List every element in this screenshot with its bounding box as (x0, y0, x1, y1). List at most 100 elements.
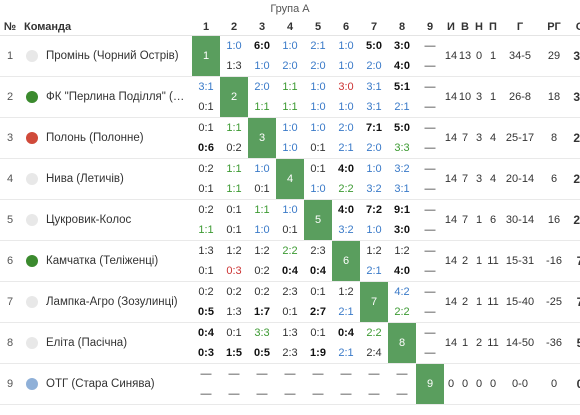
match-score[interactable]: 0:1 (282, 224, 298, 236)
header-col-2[interactable]: 2 (220, 18, 248, 36)
match-score[interactable]: — (312, 368, 324, 380)
match-score[interactable]: 0:4 (282, 265, 298, 277)
header-goals[interactable]: Г (500, 18, 540, 36)
match-result-cell[interactable]: 7:2 1:0 (360, 199, 388, 241)
table-row[interactable]: 3 Полонь (Полонне) 0:1 0:6 1:1 0:2 3 1:0 1:0 1:0 0… (0, 117, 580, 159)
match-score[interactable]: 1:5 (226, 347, 242, 359)
team-name[interactable]: Еліта (Пасічна) (44, 322, 192, 364)
match-score[interactable]: 0:1 (226, 204, 242, 216)
match-result-cell[interactable]: 3:1 3:1 (360, 76, 388, 118)
match-score[interactable]: 4:0 (338, 163, 354, 175)
match-score[interactable]: — (340, 388, 352, 400)
match-result-cell[interactable]: 3:3 0:5 (248, 322, 276, 364)
match-score[interactable]: — (200, 368, 212, 380)
match-score[interactable]: 2:2 (366, 327, 382, 339)
match-score[interactable]: 0:2 (226, 286, 242, 298)
match-result-cell[interactable]: 9:1 3:0 (388, 199, 416, 241)
match-result-cell[interactable]: 1:0 1:0 (332, 35, 360, 77)
match-score[interactable]: 1:1 (254, 101, 270, 113)
match-score[interactable]: 0:4 (338, 327, 354, 339)
match-result-cell[interactable]: 3:0 4:0 (388, 35, 416, 77)
match-result-cell[interactable]: 1:1 0:2 (220, 117, 248, 159)
match-score[interactable]: 7:1 (366, 122, 382, 134)
match-score[interactable]: 7:2 (366, 204, 382, 216)
match-score[interactable]: — (424, 306, 436, 318)
team-name[interactable]: ОТГ (Стара Синява) (44, 363, 192, 405)
match-score[interactable]: 2:1 (310, 40, 326, 52)
match-score[interactable]: 0:1 (226, 327, 242, 339)
match-score[interactable]: 0:1 (198, 265, 214, 277)
match-score[interactable]: 0:1 (226, 224, 242, 236)
match-result-cell[interactable]: 6:0 1:0 (248, 35, 276, 77)
match-score[interactable]: 0:1 (198, 101, 214, 113)
match-score[interactable]: 1:0 (338, 101, 354, 113)
match-score[interactable]: — (284, 388, 296, 400)
match-score[interactable]: 2:1 (338, 306, 354, 318)
match-result-cell[interactable]: 4:0 2:2 (332, 158, 360, 200)
match-score[interactable]: — (424, 183, 436, 195)
match-result-cell[interactable]: — — (416, 322, 444, 364)
team-name[interactable]: Лампка-Агро (Зозулинці) (44, 281, 192, 323)
match-result-cell[interactable]: 1:1 1:1 (276, 76, 304, 118)
match-score[interactable]: 1:2 (338, 286, 354, 298)
header-goal-diff[interactable]: РГ (540, 18, 568, 36)
match-score[interactable]: 3:1 (394, 183, 410, 195)
match-score[interactable]: 1:1 (226, 163, 242, 175)
match-score[interactable]: 3:2 (338, 224, 354, 236)
match-score[interactable]: 1:0 (254, 163, 270, 175)
match-result-cell[interactable]: 3:0 1:0 (332, 76, 360, 118)
header-team[interactable]: Команда (20, 18, 192, 36)
match-score[interactable]: 1:2 (254, 245, 270, 257)
match-result-cell[interactable]: 1:2 0:3 (220, 240, 248, 282)
match-result-cell[interactable]: 2:0 2:1 (332, 117, 360, 159)
match-score[interactable]: 2:1 (338, 347, 354, 359)
match-result-cell[interactable]: 2:0 1:1 (248, 76, 276, 118)
match-result-cell[interactable]: 1:0 0:1 (276, 199, 304, 241)
match-score[interactable]: 2:0 (282, 60, 298, 72)
match-score[interactable]: 1:0 (366, 163, 382, 175)
match-result-cell[interactable]: 0:1 1:0 (304, 158, 332, 200)
match-result-cell[interactable]: 0:1 0:1 (220, 199, 248, 241)
match-result-cell[interactable]: 1:0 1:0 (276, 117, 304, 159)
match-score[interactable]: 4:0 (394, 265, 410, 277)
match-result-cell[interactable]: — — (388, 363, 416, 405)
match-score[interactable]: 1:3 (282, 327, 298, 339)
match-score[interactable]: 1:1 (254, 204, 270, 216)
team-name[interactable]: Цукровик-Колос (44, 199, 192, 241)
match-result-cell[interactable]: 0:2 0:5 (192, 281, 220, 323)
match-score[interactable]: 1:3 (226, 60, 242, 72)
match-score[interactable]: 0:1 (282, 306, 298, 318)
match-result-cell[interactable]: 5:0 3:3 (388, 117, 416, 159)
match-result-cell[interactable]: 2:2 0:4 (276, 240, 304, 282)
match-score[interactable]: 0:5 (254, 347, 270, 359)
match-score[interactable]: 2:1 (338, 142, 354, 154)
match-result-cell[interactable]: 1:2 2:1 (332, 281, 360, 323)
match-score[interactable]: 0:4 (310, 265, 326, 277)
header-col-8[interactable]: 8 (388, 18, 416, 36)
match-result-cell[interactable]: 3:2 3:1 (388, 158, 416, 200)
match-result-cell[interactable]: 0:4 2:1 (332, 322, 360, 364)
match-score[interactable]: 3:0 (338, 81, 354, 93)
match-score[interactable]: — (424, 122, 436, 134)
match-score[interactable]: 0:1 (198, 122, 214, 134)
match-score[interactable]: 2:4 (366, 347, 382, 359)
match-score[interactable]: 1:0 (282, 40, 298, 52)
match-score[interactable]: 1:1 (226, 183, 242, 195)
match-score[interactable]: — (424, 286, 436, 298)
match-score[interactable]: 2:1 (366, 265, 382, 277)
match-result-cell[interactable]: 7:1 2:0 (360, 117, 388, 159)
match-score[interactable]: — (228, 368, 240, 380)
match-result-cell[interactable]: — — (416, 199, 444, 241)
match-score[interactable]: 1:0 (282, 142, 298, 154)
match-result-cell[interactable]: — — (416, 158, 444, 200)
match-score[interactable]: — (228, 388, 240, 400)
match-score[interactable]: 1:1 (282, 101, 298, 113)
match-score[interactable]: — (396, 368, 408, 380)
match-result-cell[interactable]: — — (332, 363, 360, 405)
match-score[interactable]: 1:1 (226, 122, 242, 134)
match-score[interactable]: 4:0 (338, 204, 354, 216)
match-result-cell[interactable]: 4:0 3:2 (332, 199, 360, 241)
match-score[interactable]: — (424, 163, 436, 175)
match-score[interactable]: 3:3 (254, 327, 270, 339)
match-score[interactable]: — (424, 224, 436, 236)
